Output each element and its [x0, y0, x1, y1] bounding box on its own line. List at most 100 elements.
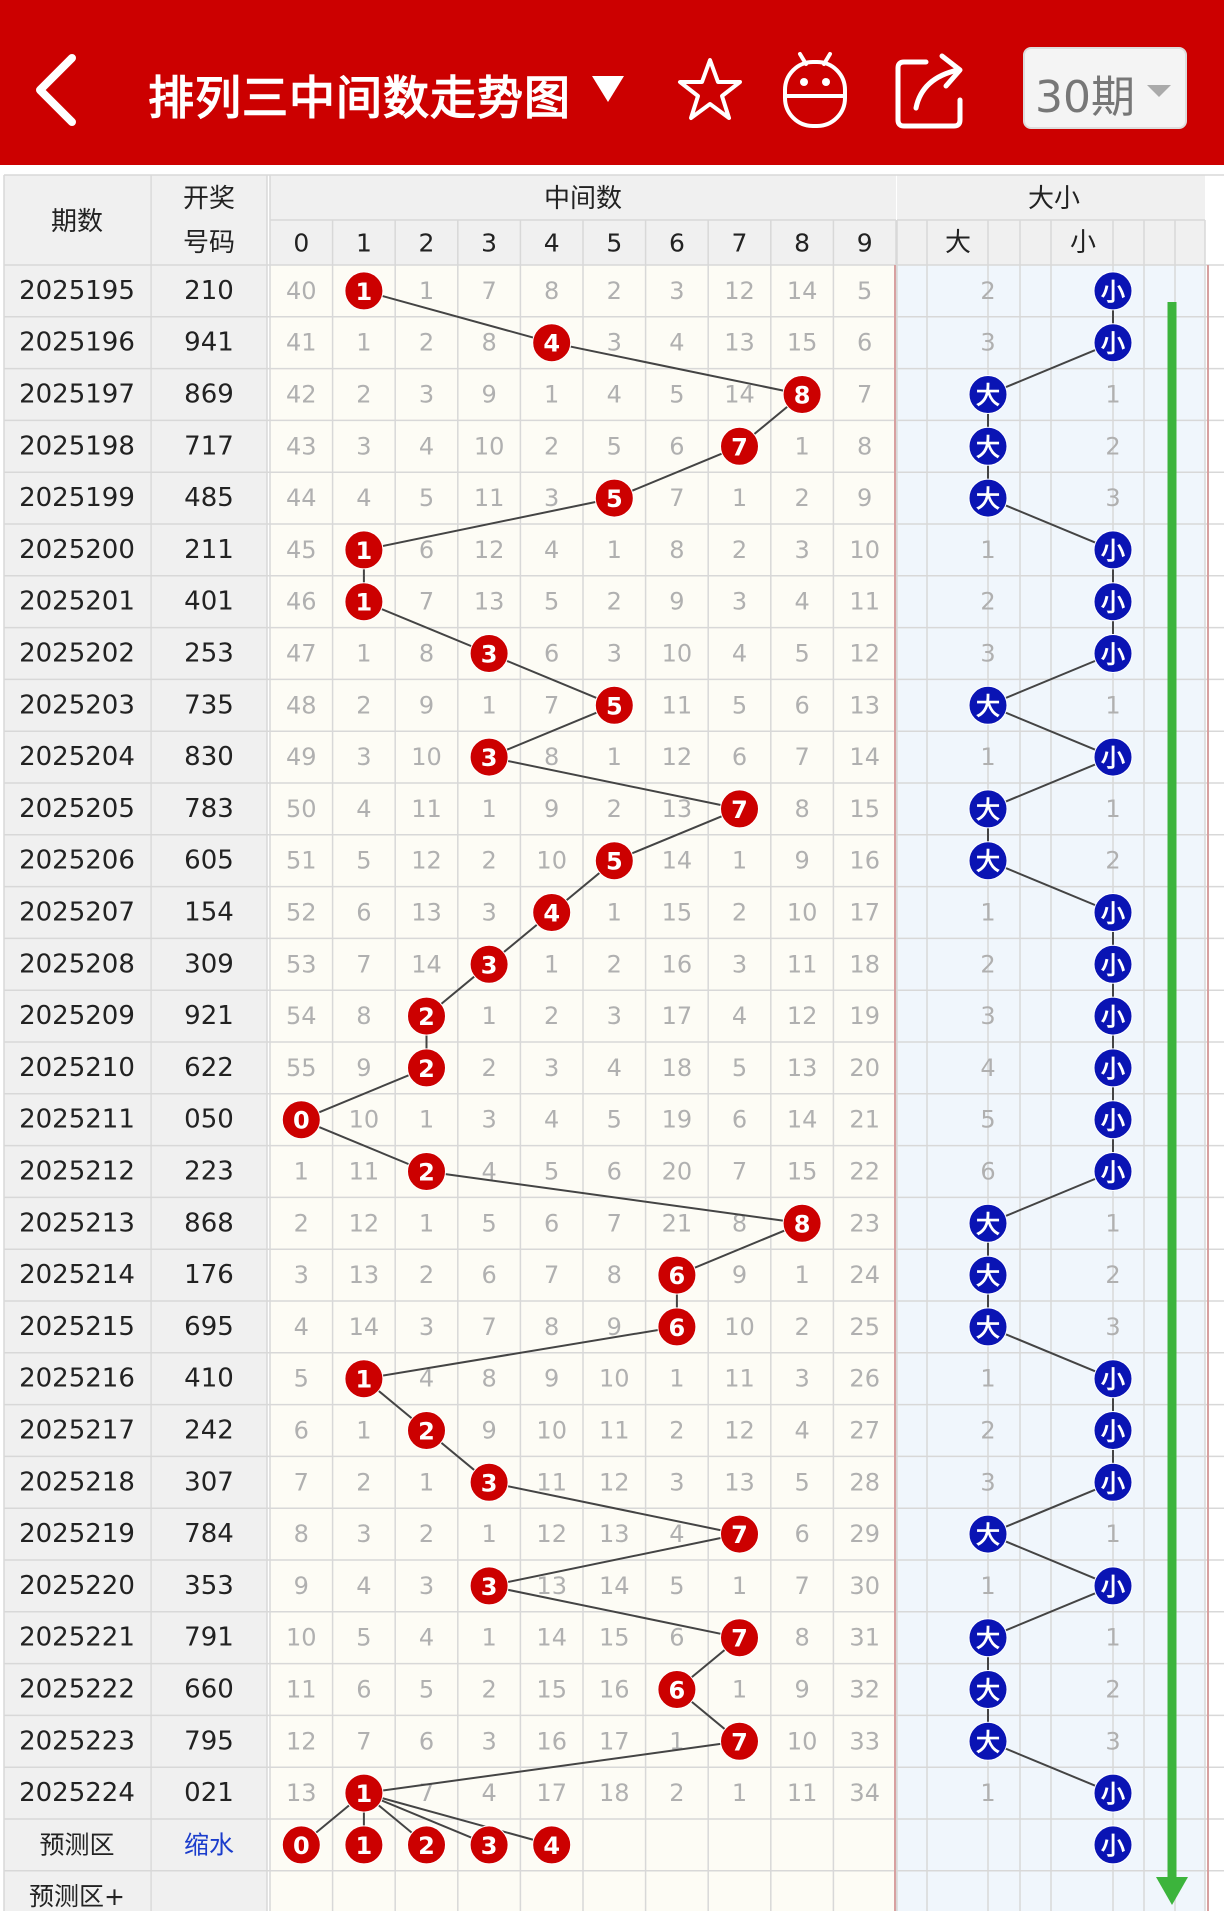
small-ball-text: 小	[1101, 744, 1125, 772]
mid-hit-ball-text: 7	[731, 1521, 748, 1549]
miss-cell: 5	[669, 381, 684, 409]
small-ball	[1093, 996, 1133, 1036]
miss-cell: 10	[411, 743, 442, 771]
mid-hit-ball	[720, 1618, 759, 1658]
miss-cell: 19	[662, 1106, 693, 1134]
draw-cell: 783	[184, 794, 234, 824]
miss-cell: 4	[419, 1624, 434, 1652]
miss-cell: 6	[356, 899, 371, 927]
header-digit-5: 5	[606, 229, 622, 258]
miss-cell: 53	[286, 950, 317, 978]
mid-hit-ball	[344, 1359, 384, 1399]
miss-cell: 16	[849, 847, 880, 875]
draw-cell: 353	[184, 1571, 234, 1601]
predict-mid-ball-text: 2	[418, 1832, 435, 1860]
mid-hit-ball	[344, 1773, 384, 1813]
miss-cell: 11	[849, 588, 880, 616]
miss-cell: 3	[607, 1002, 622, 1030]
star-icon[interactable]	[676, 48, 744, 128]
miss-cell: 1	[732, 1779, 747, 1807]
predict-mid-ball	[344, 1825, 384, 1865]
miss-cell: 9	[356, 1054, 371, 1082]
miss-cell: 5	[419, 1676, 434, 1704]
miss-cell: 4	[481, 1779, 496, 1807]
miss-cell: 6	[481, 1261, 496, 1289]
predict-shrink-link[interactable]: 缩水	[184, 1830, 234, 1859]
big-ball	[968, 478, 1008, 518]
miss-cell: 13	[286, 1779, 317, 1807]
share-icon[interactable]	[892, 48, 968, 130]
back-arrow-icon[interactable]	[28, 50, 88, 130]
miss-cell: 1	[419, 1209, 434, 1237]
big-ball-text: 大	[976, 1210, 1000, 1238]
miss-cell: 47	[286, 640, 317, 668]
big-ball-text: 大	[976, 692, 1000, 720]
miss-cell: 50	[286, 795, 317, 823]
miss-cell: 5	[544, 1158, 559, 1186]
draw-cell: 050	[184, 1105, 234, 1135]
big-ball	[968, 1670, 1008, 1709]
draw-cell: 605	[184, 846, 234, 876]
miss-cell: 6	[544, 640, 559, 668]
miss-cell: 6	[669, 1624, 684, 1652]
mid-hit-ball	[344, 271, 384, 311]
big-ball	[968, 1307, 1008, 1347]
miss-cell: 2	[794, 1313, 809, 1341]
miss-big-cell: 3	[980, 640, 995, 668]
miss-cell: 1	[481, 1624, 496, 1652]
big-ball-text: 大	[976, 1262, 1000, 1290]
small-ball	[1093, 1773, 1133, 1813]
issue-cell: 2025198	[19, 431, 135, 461]
miss-cell: 51	[286, 847, 317, 875]
mid-hit-ball	[281, 1100, 321, 1140]
dropdown-triangle-icon[interactable]	[590, 74, 626, 104]
issue-cell: 2025202	[19, 639, 135, 669]
miss-cell: 7	[857, 381, 872, 409]
miss-cell: 23	[849, 1209, 880, 1237]
big-ball	[968, 1721, 1008, 1761]
miss-cell: 8	[481, 1365, 496, 1393]
miss-cell: 26	[849, 1365, 880, 1393]
miss-small-cell: 2	[1105, 847, 1120, 875]
miss-cell: 11	[536, 1468, 567, 1496]
miss-cell: 15	[787, 1158, 818, 1186]
miss-cell: 3	[732, 950, 747, 978]
miss-cell: 16	[599, 1676, 630, 1704]
miss-cell: 42	[286, 381, 317, 409]
mid-hit-ball	[469, 944, 509, 984]
miss-small-cell: 3	[1105, 1313, 1120, 1341]
miss-cell: 11	[349, 1158, 380, 1186]
draw-cell: 735	[184, 690, 234, 720]
period-selector[interactable]: 30期	[1023, 47, 1187, 129]
miss-cell: 5	[669, 1572, 684, 1600]
miss-cell: 4	[669, 329, 684, 357]
android-icon[interactable]	[780, 48, 850, 132]
miss-cell: 14	[349, 1313, 380, 1341]
predict-mid-ball	[469, 1825, 509, 1865]
miss-big-cell: 2	[980, 1417, 995, 1445]
draw-cell: 176	[184, 1260, 234, 1290]
miss-cell: 12	[662, 743, 693, 771]
miss-cell: 1	[732, 1676, 747, 1704]
miss-cell: 13	[724, 329, 755, 357]
mid-hit-ball-text: 8	[794, 1210, 811, 1238]
miss-cell: 1	[481, 795, 496, 823]
predict-label: 预测区	[39, 1830, 114, 1859]
miss-cell: 7	[481, 277, 496, 305]
page-title[interactable]: 排列三中间数走势图	[148, 71, 571, 125]
miss-cell: 14	[787, 1106, 818, 1134]
mid-hit-ball-text: 2	[418, 1055, 435, 1083]
small-ball	[1093, 737, 1133, 777]
miss-cell: 12	[349, 1209, 380, 1237]
big-ball-text: 大	[976, 1314, 1000, 1342]
chevron-down-icon	[1147, 85, 1171, 97]
small-ball	[1093, 1566, 1133, 1606]
issue-cell: 2025217	[19, 1416, 135, 1446]
header-draw-line1: 开奖	[183, 184, 235, 214]
header-small: 小	[1070, 228, 1096, 258]
miss-cell: 4	[544, 536, 559, 564]
miss-cell: 3	[419, 1572, 434, 1600]
miss-cell: 6	[732, 743, 747, 771]
draw-cell: 921	[184, 1001, 234, 1031]
miss-cell: 2	[419, 1261, 434, 1289]
